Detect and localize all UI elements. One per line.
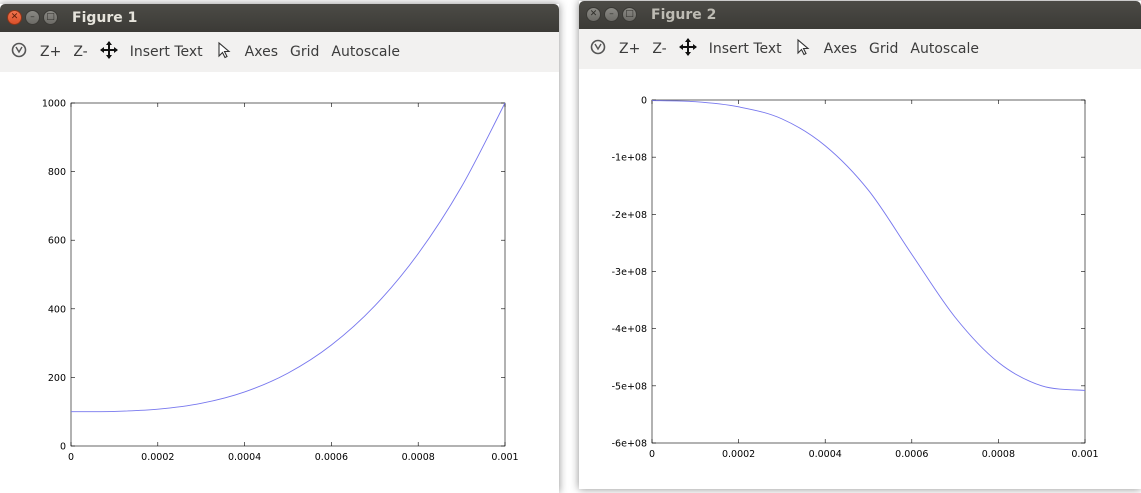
y-tick-label: 400 [48, 304, 66, 315]
x-tick-label: 0.0004 [228, 452, 261, 463]
window-title: Figure 2 [651, 7, 717, 23]
x-tick-label: 0.001 [491, 452, 518, 463]
rotate-button[interactable] [10, 41, 28, 63]
insert-text-button[interactable]: Insert Text [129, 44, 203, 60]
pan-icon [678, 38, 697, 56]
grid-button[interactable]: Grid [290, 44, 320, 60]
x-tick-label: 0 [68, 452, 74, 463]
y-tick-label: 0 [641, 96, 647, 107]
x-tick-label: 0.0002 [141, 452, 174, 463]
y-tick-label: -6e+08 [612, 439, 647, 450]
x-tick-label: 0 [649, 449, 655, 460]
grid-button[interactable]: Grid [869, 41, 899, 57]
rotate-icon [590, 39, 606, 55]
zoom-in-button[interactable]: Z+ [619, 41, 641, 57]
plot-frame [651, 99, 1086, 444]
figure-2-window: ✕ – □ Figure 2 Z+ Z- Insert Text Axes [579, 1, 1141, 489]
minimize-icon[interactable]: – [25, 10, 40, 25]
title-bar[interactable]: ✕ – □ Figure 2 [579, 1, 1141, 29]
y-tick-label: 800 [48, 167, 66, 178]
pointer-icon [218, 41, 231, 59]
x-tick-label: 0.0006 [315, 452, 348, 463]
x-tick-label: 0.0006 [895, 449, 928, 460]
toolbar: Z+ Z- Insert Text Axes Grid Autoscale [0, 32, 559, 72]
figure-2-chart[interactable]: 0 0.0002 0.0004 0.0006 0.0008 0.001 0 -1e+08 -2e… [579, 69, 1141, 489]
autoscale-button[interactable]: Autoscale [331, 44, 400, 60]
autoscale-button[interactable]: Autoscale [910, 41, 979, 57]
maximize-icon[interactable]: □ [43, 10, 58, 25]
y-tick-label: 1000 [42, 99, 66, 110]
plot-area[interactable]: 0 0.0002 0.0004 0.0006 0.0008 0.001 0 -1e+08 -2e… [579, 69, 1141, 489]
select-button[interactable] [215, 41, 233, 63]
close-icon[interactable]: ✕ [7, 10, 22, 25]
zoom-out-button[interactable]: Z- [652, 41, 667, 57]
figure-1-window: ✕ – □ Figure 1 Z+ Z- Insert Text Axes [0, 4, 559, 493]
y-tick-label: -4e+08 [612, 324, 647, 335]
figure-1-chart[interactable]: 0 0.0002 0.0004 0.0006 0.0008 0.001 0 200 400 600… [0, 72, 559, 493]
maximize-icon[interactable]: □ [622, 7, 637, 22]
series-line [70, 102, 506, 413]
pointer-icon [797, 38, 810, 56]
axes-button[interactable]: Axes [244, 44, 278, 60]
y-tick-label: 600 [48, 236, 66, 247]
zoom-in-button[interactable]: Z+ [40, 44, 62, 60]
y-tick-label: 0 [60, 442, 66, 453]
pan-button[interactable] [678, 38, 697, 60]
plot-frame [70, 102, 506, 447]
zoom-out-button[interactable]: Z- [73, 44, 88, 60]
toolbar: Z+ Z- Insert Text Axes Grid Autoscale [579, 29, 1141, 69]
rotate-button[interactable] [589, 38, 607, 60]
title-bar[interactable]: ✕ – □ Figure 1 [0, 4, 559, 32]
axes-button[interactable]: Axes [823, 41, 857, 57]
select-button[interactable] [794, 38, 812, 60]
y-tick-label: -1e+08 [612, 153, 647, 164]
x-tick-label: 0.001 [1071, 449, 1098, 460]
y-tick-label: -2e+08 [612, 210, 647, 221]
plot-area[interactable]: 0 0.0002 0.0004 0.0006 0.0008 0.001 0 200 400 600… [0, 72, 559, 493]
pan-icon [99, 41, 118, 59]
x-tick-label: 0.0008 [982, 449, 1015, 460]
window-title: Figure 1 [72, 10, 138, 26]
series-line [651, 100, 1086, 391]
x-tick-label: 0.0002 [722, 449, 755, 460]
x-tick-label: 0.0008 [402, 452, 435, 463]
pan-button[interactable] [99, 41, 118, 63]
minimize-icon[interactable]: – [604, 7, 619, 22]
rotate-icon [11, 42, 27, 58]
y-tick-label: 200 [48, 373, 66, 384]
x-tick-label: 0.0004 [809, 449, 842, 460]
insert-text-button[interactable]: Insert Text [708, 41, 782, 57]
close-icon[interactable]: ✕ [586, 7, 601, 22]
y-tick-label: -5e+08 [612, 381, 647, 392]
y-tick-label: -3e+08 [612, 267, 647, 278]
